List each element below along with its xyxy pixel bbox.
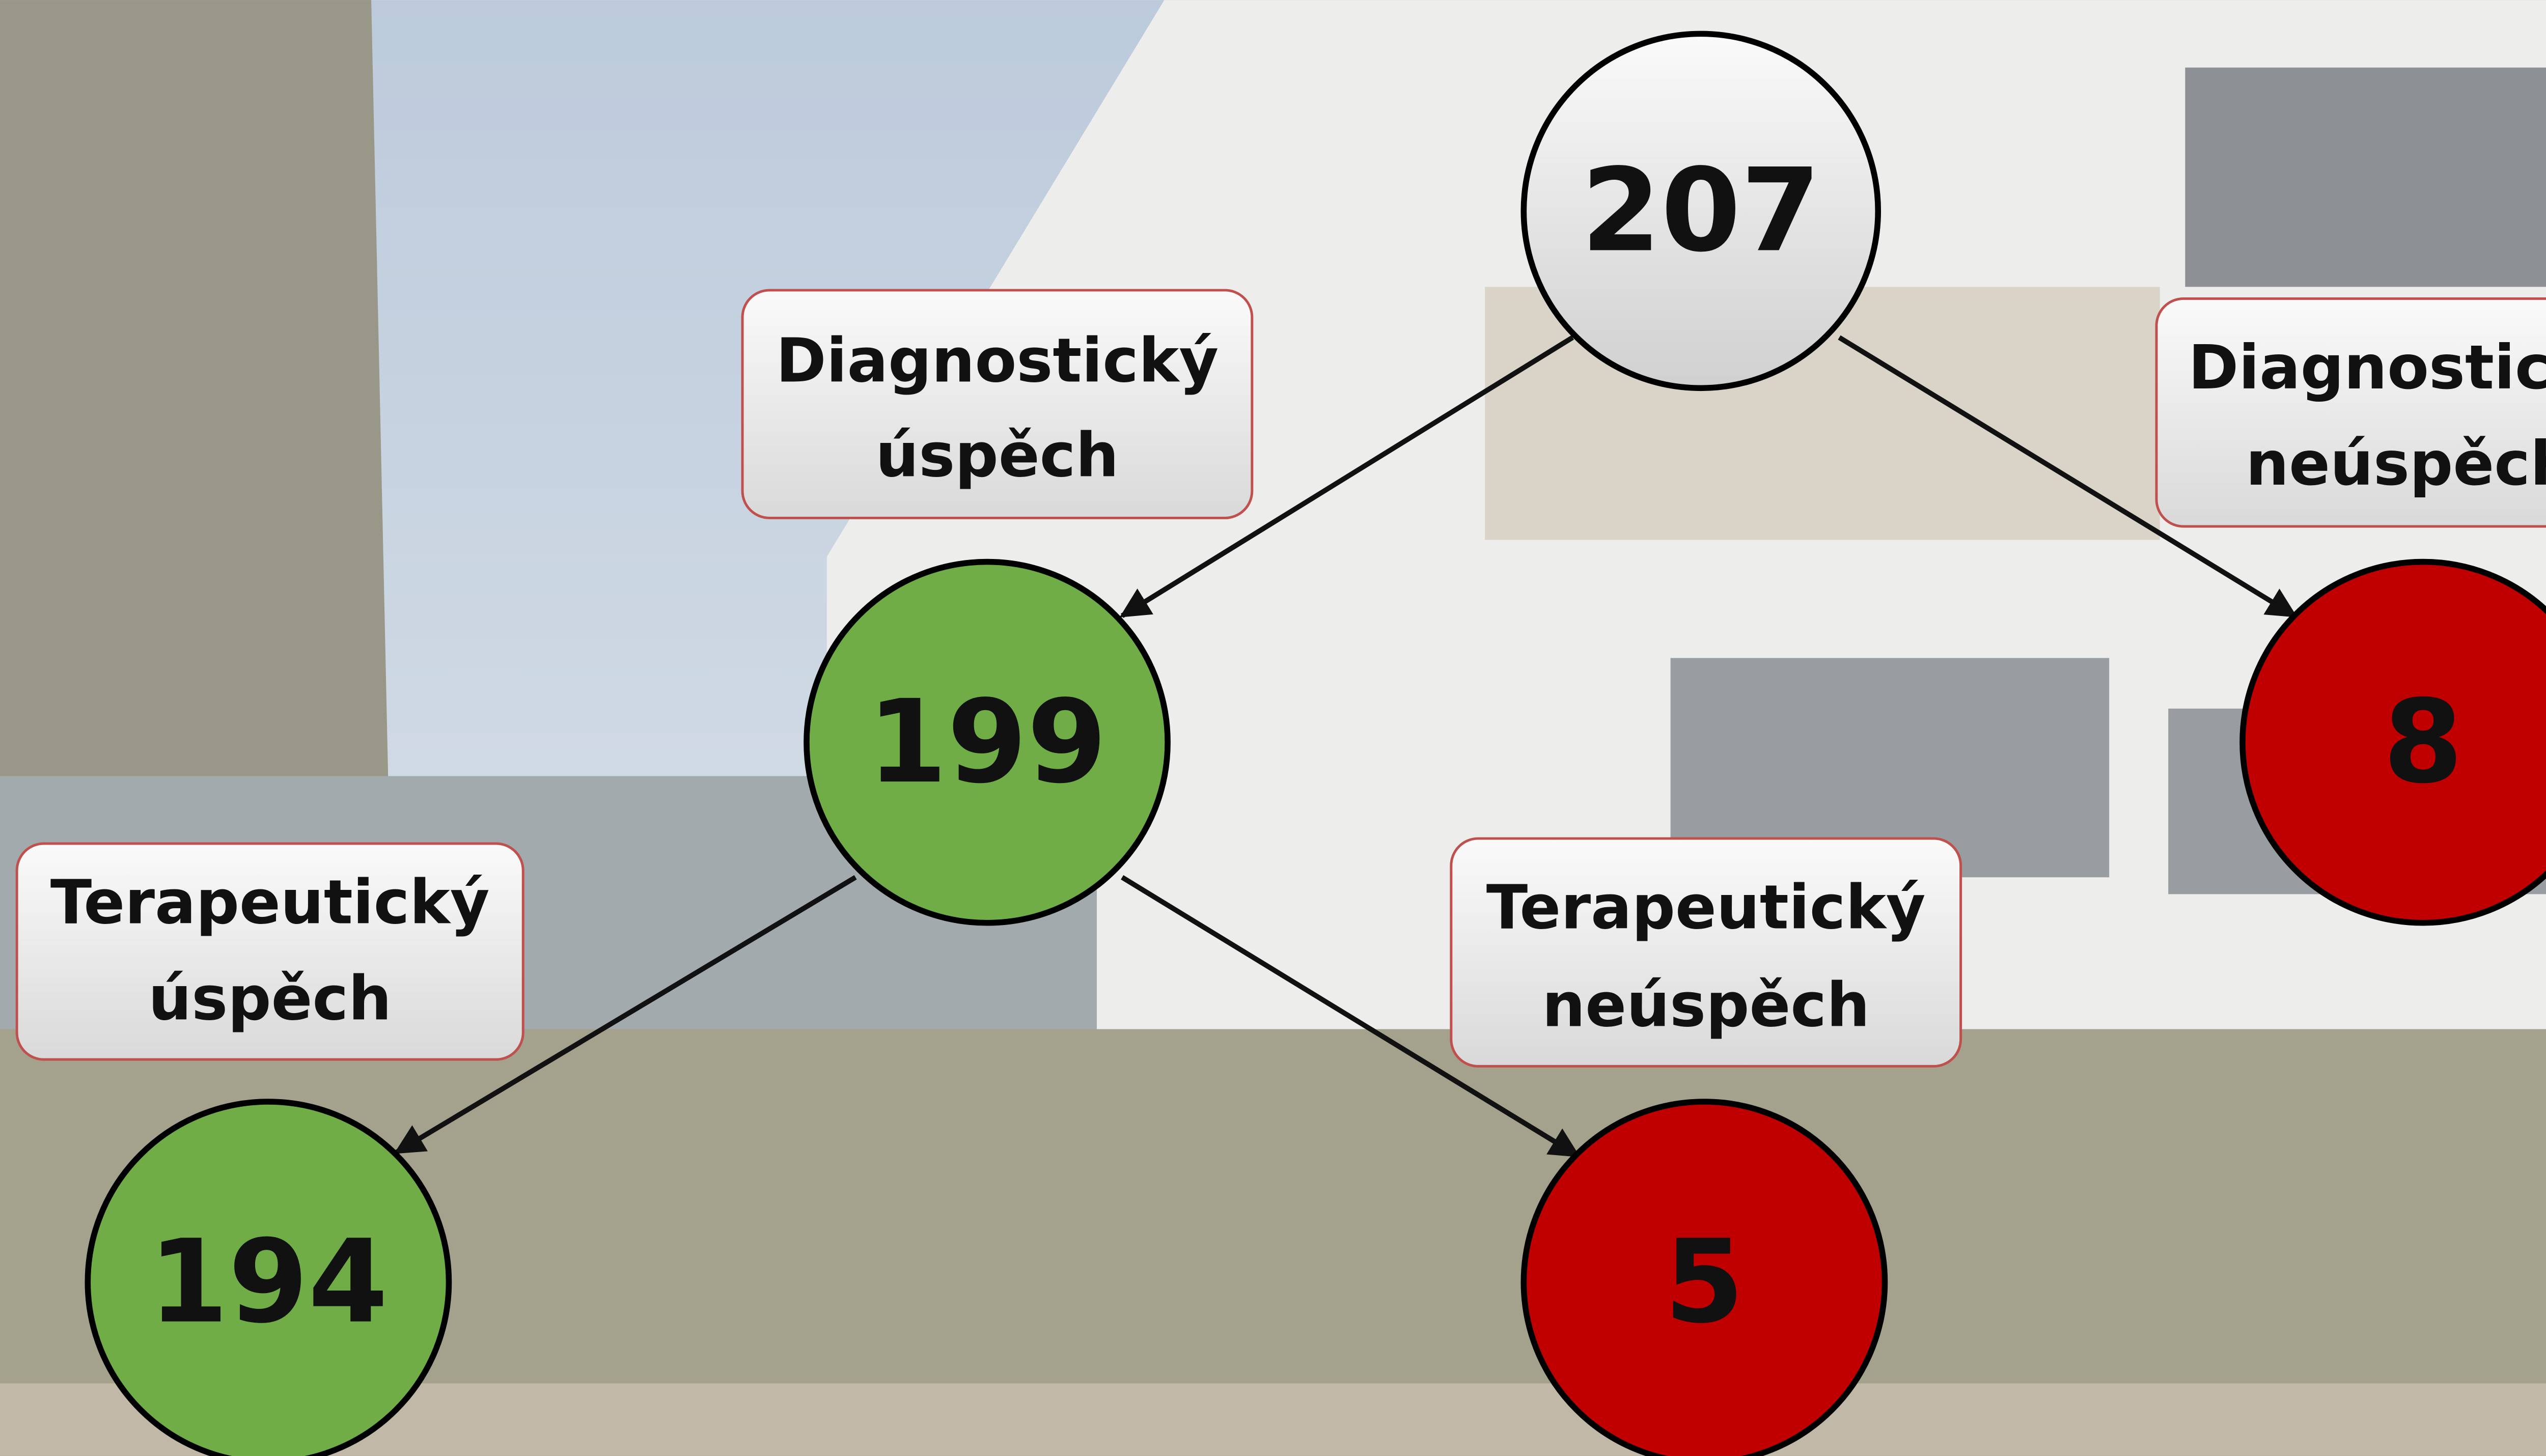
edge-label: Terapeutický — [50, 867, 490, 938]
node-label: 5 — [1665, 1216, 1745, 1349]
node-label: 207 — [1581, 144, 1820, 277]
edge-label: Diagnostický — [2188, 332, 2546, 403]
edge-label: úspěch — [148, 963, 392, 1034]
node-label: 194 — [149, 1216, 388, 1349]
edge-label: neúspěch — [2246, 429, 2546, 499]
node-label: 199 — [867, 676, 1106, 809]
edge-label: Terapeutický — [1486, 872, 1926, 943]
edge-label: neúspěch — [1542, 970, 1870, 1041]
page: Diagnostický úspěch Diagnostický neúspěc… — [0, 0, 2546, 1456]
diagram: Diagnostický úspěch Diagnostický neúspěc… — [0, 0, 2546, 1456]
edge-label: úspěch — [876, 420, 1119, 491]
node-label: 8 — [2383, 676, 2463, 809]
edge-label: Diagnostický — [776, 326, 1219, 397]
